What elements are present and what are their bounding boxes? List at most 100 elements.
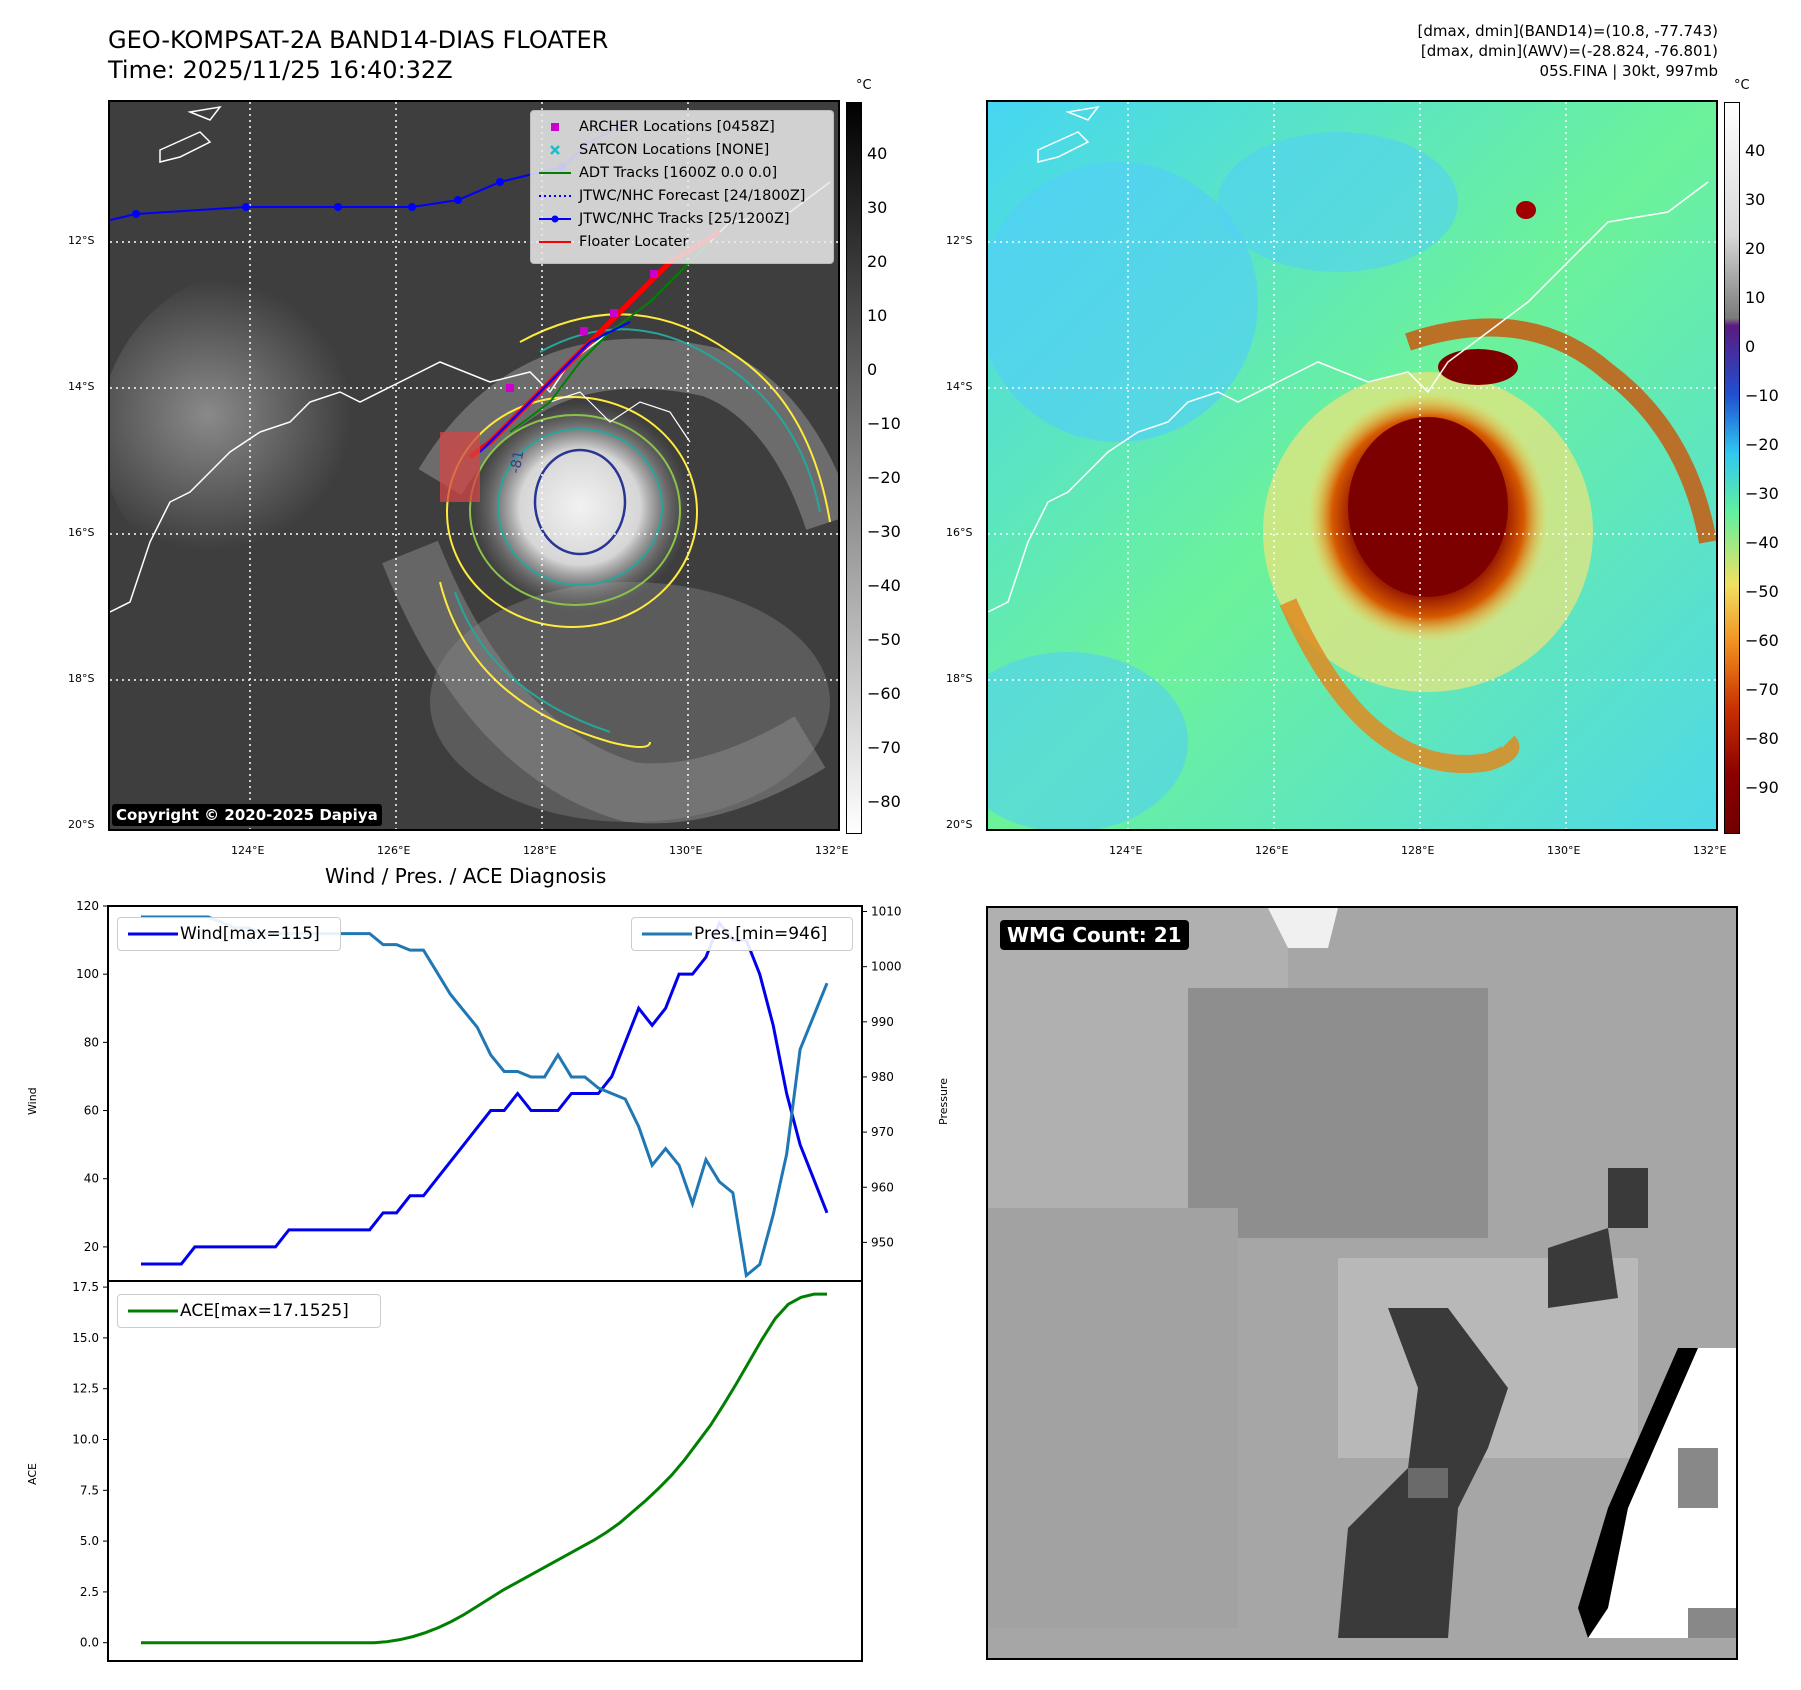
colorbar-tick: 10 xyxy=(867,306,888,325)
lat-tick: 20°S xyxy=(946,818,973,831)
diagnosis-title: Wind / Pres. / ACE Diagnosis xyxy=(325,864,607,888)
lon-tick: 128°E xyxy=(523,844,557,857)
lon-tick: 132°E xyxy=(815,844,849,857)
wind-legend: Wind[max=115] xyxy=(117,917,341,951)
colorbar-tick: −30 xyxy=(1745,484,1779,503)
lon-tick: 124°E xyxy=(1109,844,1143,857)
band14-map-panel: -81 ARCHER Locations [0458Z] SATCON Loca… xyxy=(108,100,840,831)
info-line2: [dmax, dmin](AWV)=(-28.824, -76.801) xyxy=(1420,42,1718,60)
legend-archer: ARCHER Locations [0458Z] xyxy=(531,116,833,139)
colorbar-tick: −40 xyxy=(1745,533,1779,552)
ace-tick-label: 2.5 xyxy=(80,1585,99,1599)
colorbar-unit: °C xyxy=(1734,78,1750,93)
colorbar-tick: 0 xyxy=(867,360,878,379)
lat-tick: 14°S xyxy=(68,380,95,393)
colorbar-tick: −10 xyxy=(867,414,901,433)
lat-tick: 12°S xyxy=(946,234,973,247)
wind-series-line xyxy=(141,920,829,1266)
wind-tick-label: 40 xyxy=(84,1172,99,1186)
lon-tick: 124°E xyxy=(231,844,265,857)
ace-tick-label: 12.5 xyxy=(72,1382,99,1396)
colorbar-tick: 30 xyxy=(867,198,888,217)
colorbar-tick: −90 xyxy=(1745,778,1779,797)
lat-tick: 20°S xyxy=(68,818,95,831)
lat-tick: 14°S xyxy=(946,380,973,393)
lat-tick: 16°S xyxy=(946,526,973,539)
colorbar-tick: −60 xyxy=(867,684,901,703)
colorbar-tick: −60 xyxy=(1745,631,1779,650)
wind-axes-frame xyxy=(107,905,863,1282)
solid-line-icon xyxy=(539,231,571,254)
ace-tick-label: 10.0 xyxy=(72,1433,99,1447)
figure-title-line1: GEO-KOMPSAT-2A BAND14-DIAS FLOATER xyxy=(108,26,609,54)
colorbar-tick: 10 xyxy=(1745,288,1766,307)
colorbar-tick: 20 xyxy=(1745,239,1766,258)
colorbar-tick: −20 xyxy=(1745,435,1779,454)
colorbar-tick: −50 xyxy=(1745,582,1779,601)
pressure-axis-label: Pressure xyxy=(937,1078,950,1125)
info-line1: [dmax, dmin](BAND14)=(10.8, -77.743) xyxy=(1417,22,1718,40)
wmg-image xyxy=(988,908,1736,1658)
pressure-tick-label: 970 xyxy=(871,1125,894,1139)
dotted-line-icon xyxy=(539,185,571,208)
square-marker-icon xyxy=(539,116,571,139)
ace-tick-label: 0.0 xyxy=(80,1636,99,1650)
lat-tick: 18°S xyxy=(68,672,95,685)
colorbar-tick: −40 xyxy=(867,576,901,595)
wind-tick-label: 20 xyxy=(84,1240,99,1254)
wind-tick-label: 80 xyxy=(84,1035,99,1049)
line-icon xyxy=(128,1309,178,1313)
ace-tick-label: 7.5 xyxy=(80,1483,99,1497)
pressure-legend: Pres.[min=946] xyxy=(631,917,853,951)
info-line3: 05S.FINA | 30kt, 997mb xyxy=(1539,62,1718,80)
ace-axis-label: ACE xyxy=(26,1463,39,1485)
colorbar-tick: −70 xyxy=(867,738,901,757)
wind-tick-label: 120 xyxy=(76,899,99,913)
lon-tick: 128°E xyxy=(1401,844,1435,857)
pressure-tick-label: 980 xyxy=(871,1070,894,1084)
colorbar-tick: −70 xyxy=(1745,680,1779,699)
ace-series-line xyxy=(141,1292,827,1645)
line-icon xyxy=(128,932,178,936)
colorbar-tick: 30 xyxy=(1745,190,1766,209)
pressure-tick-label: 950 xyxy=(871,1235,894,1249)
line-icon xyxy=(642,932,692,936)
colorbar-unit: °C xyxy=(856,78,872,93)
colorbar-tick: −50 xyxy=(867,630,901,649)
pressure-tick-label: 960 xyxy=(871,1180,894,1194)
line-dot-icon xyxy=(539,208,571,231)
band14-colorbar xyxy=(846,102,862,834)
wind-axis-label: Wind xyxy=(26,1087,39,1115)
lon-tick: 126°E xyxy=(377,844,411,857)
colorbar-tick: 0 xyxy=(1745,337,1756,356)
legend-jtwc-forecast: JTWC/NHC Forecast [24/1800Z] xyxy=(531,185,833,208)
pressure-tick-label: 1010 xyxy=(871,905,902,919)
colorbar-tick: 20 xyxy=(867,252,888,271)
ace-axes: 17.5 15.0 12.5 10.0 7.5 5.0 2.5 0.0 xyxy=(72,1280,863,1662)
lat-tick: 16°S xyxy=(68,526,95,539)
wmg-count-badge: WMG Count: 21 xyxy=(1000,920,1189,950)
pressure-tick-label: 1000 xyxy=(871,960,902,974)
pressure-tick-label: 990 xyxy=(871,1015,894,1029)
ace-legend: ACE[max=17.1525] xyxy=(117,1294,381,1328)
awv-colorbar xyxy=(1724,102,1740,834)
colorbar-tick: −30 xyxy=(867,522,901,541)
map-legend: ARCHER Locations [0458Z] SATCON Location… xyxy=(530,110,834,264)
wind-pressure-axes: 120 100 80 60 40 20 1010 1000 990 980 970 960 950 xyxy=(76,899,902,1282)
figure-title-line2: Time: 2025/11/25 16:40:32Z xyxy=(108,56,453,84)
wmg-panel: WMG Count: 21 xyxy=(986,906,1738,1660)
colorbar-tick: −20 xyxy=(867,468,901,487)
ace-axes-frame xyxy=(107,1280,863,1662)
legend-satcon: SATCON Locations [NONE] xyxy=(531,139,833,162)
colorbar-tick: −80 xyxy=(867,792,901,811)
lat-tick: 12°S xyxy=(68,234,95,247)
lon-tick: 130°E xyxy=(669,844,703,857)
x-marker-icon xyxy=(539,139,571,162)
ace-tick-label: 17.5 xyxy=(72,1280,99,1294)
lon-tick: 126°E xyxy=(1255,844,1289,857)
lat-tick: 18°S xyxy=(946,672,973,685)
wind-tick-label: 100 xyxy=(76,967,99,981)
colorbar-tick: 40 xyxy=(1745,141,1766,160)
colorbar-tick: −80 xyxy=(1745,729,1779,748)
